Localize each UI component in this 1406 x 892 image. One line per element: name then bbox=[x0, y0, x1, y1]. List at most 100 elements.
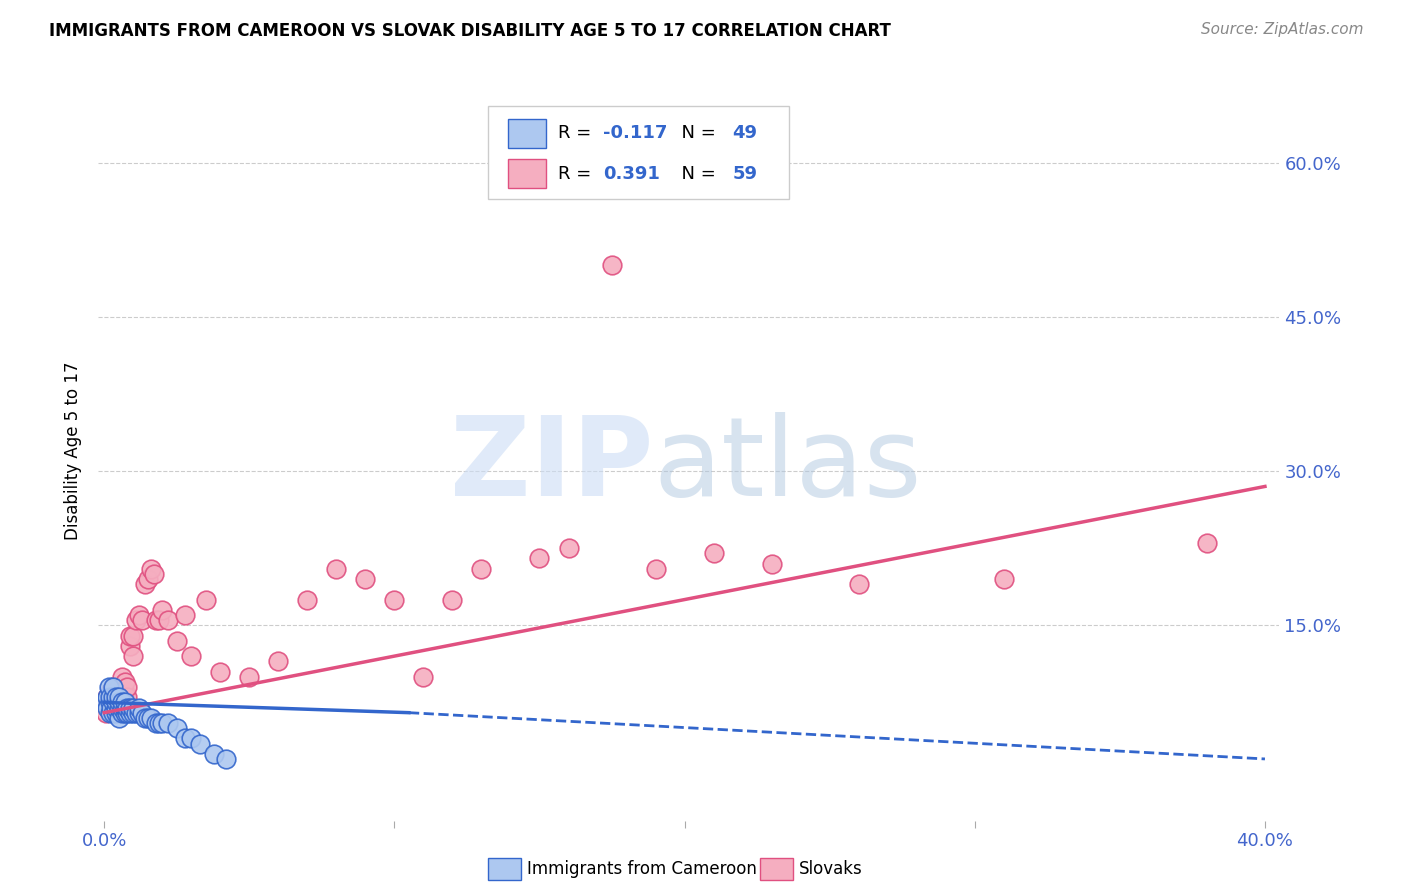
Point bbox=[107, 680, 129, 694]
Point bbox=[104, 706, 127, 720]
Point bbox=[267, 654, 290, 668]
Point bbox=[529, 551, 551, 566]
Point bbox=[134, 577, 156, 591]
Point bbox=[117, 690, 139, 705]
Text: Slovaks: Slovaks bbox=[799, 860, 862, 878]
Point bbox=[131, 613, 153, 627]
Point bbox=[412, 670, 434, 684]
Point bbox=[98, 690, 121, 705]
Point bbox=[145, 715, 167, 730]
Point bbox=[98, 700, 121, 714]
Point bbox=[94, 706, 117, 720]
Point bbox=[101, 700, 124, 714]
Point bbox=[107, 695, 129, 709]
Point bbox=[209, 665, 232, 679]
Point bbox=[111, 706, 134, 720]
Point bbox=[111, 690, 134, 705]
Point bbox=[644, 562, 666, 576]
FancyBboxPatch shape bbox=[488, 858, 522, 880]
Point bbox=[142, 566, 165, 581]
Point bbox=[238, 670, 260, 684]
Point bbox=[125, 706, 148, 720]
Point bbox=[122, 700, 145, 714]
Point bbox=[166, 633, 188, 648]
Point bbox=[128, 706, 150, 720]
Point bbox=[148, 613, 170, 627]
Point bbox=[104, 695, 127, 709]
Point bbox=[111, 695, 134, 709]
Point bbox=[117, 680, 139, 694]
Point bbox=[194, 592, 217, 607]
Text: ZIP: ZIP bbox=[450, 412, 654, 519]
Point bbox=[107, 700, 129, 714]
Point bbox=[117, 700, 139, 714]
Point bbox=[145, 613, 167, 627]
Point bbox=[125, 613, 148, 627]
Y-axis label: Disability Age 5 to 17: Disability Age 5 to 17 bbox=[65, 361, 83, 540]
Point bbox=[122, 706, 145, 720]
Point bbox=[134, 711, 156, 725]
Point bbox=[114, 674, 136, 689]
Point bbox=[180, 731, 202, 746]
Point bbox=[101, 690, 124, 705]
Point bbox=[150, 603, 173, 617]
Point bbox=[120, 706, 142, 720]
Point bbox=[96, 690, 118, 705]
Point bbox=[139, 711, 162, 725]
Point bbox=[120, 700, 142, 714]
FancyBboxPatch shape bbox=[508, 159, 546, 188]
Point bbox=[354, 572, 377, 586]
Point bbox=[107, 695, 129, 709]
Text: Source: ZipAtlas.com: Source: ZipAtlas.com bbox=[1201, 22, 1364, 37]
Point bbox=[136, 572, 159, 586]
Point bbox=[180, 649, 202, 664]
Point bbox=[128, 700, 150, 714]
Point bbox=[122, 649, 145, 664]
Text: atlas: atlas bbox=[654, 412, 922, 519]
Point bbox=[107, 690, 129, 705]
Point bbox=[157, 613, 180, 627]
Text: 0.391: 0.391 bbox=[603, 165, 659, 183]
Point bbox=[114, 685, 136, 699]
Point bbox=[993, 572, 1015, 586]
Point bbox=[98, 695, 121, 709]
Point bbox=[139, 562, 162, 576]
Text: Immigrants from Cameroon: Immigrants from Cameroon bbox=[527, 860, 756, 878]
Point bbox=[97, 680, 120, 694]
Point bbox=[166, 721, 188, 735]
Point bbox=[101, 680, 124, 694]
Point bbox=[98, 690, 121, 705]
Point bbox=[96, 690, 118, 705]
Point bbox=[111, 700, 134, 714]
Point bbox=[104, 700, 127, 714]
Point bbox=[174, 731, 197, 746]
Point bbox=[114, 706, 136, 720]
Point bbox=[104, 695, 127, 709]
FancyBboxPatch shape bbox=[508, 119, 546, 148]
Point bbox=[120, 629, 142, 643]
Point bbox=[104, 685, 127, 699]
Point bbox=[101, 695, 124, 709]
Point bbox=[117, 706, 139, 720]
Point bbox=[128, 607, 150, 622]
Point bbox=[148, 715, 170, 730]
Text: -0.117: -0.117 bbox=[603, 124, 666, 142]
FancyBboxPatch shape bbox=[488, 106, 789, 199]
Point bbox=[441, 592, 464, 607]
Point bbox=[114, 695, 136, 709]
Point bbox=[157, 715, 180, 730]
Point bbox=[150, 715, 173, 730]
Point bbox=[204, 747, 226, 761]
Point bbox=[188, 737, 211, 751]
Point bbox=[111, 670, 134, 684]
Point bbox=[703, 546, 725, 560]
Point bbox=[848, 577, 870, 591]
Point bbox=[1195, 536, 1218, 550]
Point bbox=[101, 706, 124, 720]
Point bbox=[215, 752, 238, 766]
Text: R =: R = bbox=[558, 124, 596, 142]
Point bbox=[101, 680, 124, 694]
Point bbox=[384, 592, 406, 607]
Point bbox=[107, 711, 129, 725]
Point bbox=[94, 695, 117, 709]
